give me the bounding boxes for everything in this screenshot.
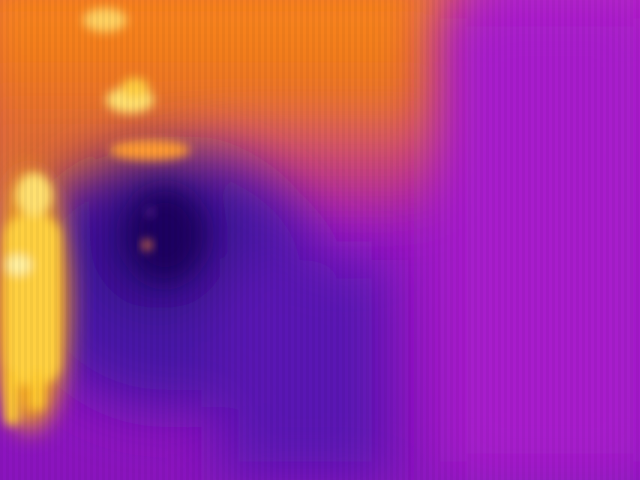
thermal-image [0,0,640,480]
thermal-scene [0,0,640,480]
sensor-scanlines [0,0,640,480]
